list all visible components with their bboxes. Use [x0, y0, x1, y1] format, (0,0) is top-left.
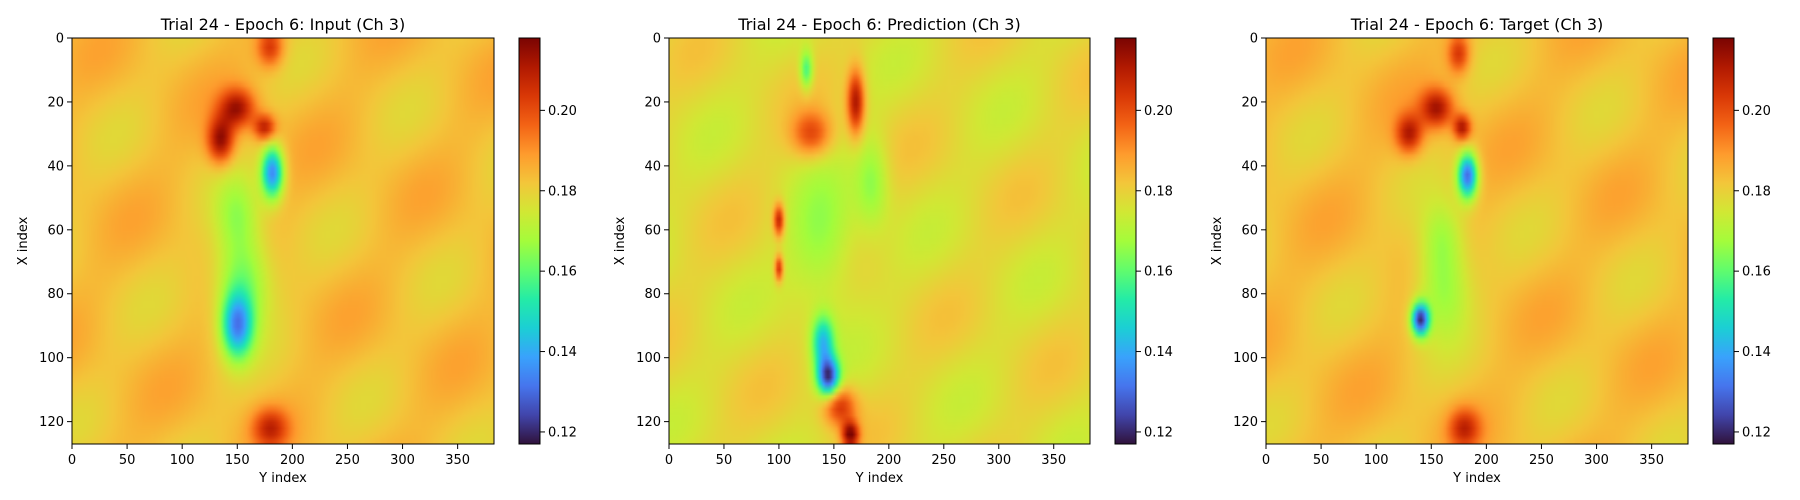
- plot-frame: [668, 37, 1091, 445]
- heatmap-panel-1: Trial 24 - Epoch 6: Input (Ch 3) 0 50 100 15…: [16, 15, 577, 486]
- colorbar-tick-label: 0.14: [1144, 345, 1173, 360]
- x-tick-label: 0: [1262, 453, 1270, 468]
- y-tick-label: 100: [636, 351, 661, 366]
- colorbar: 0.12 0.14 0.16 0.18 0.20: [1114, 37, 1173, 445]
- x-tick-label: 250: [931, 453, 956, 468]
- x-tick-label: 100: [1364, 453, 1389, 468]
- x-tick-label: 300: [986, 453, 1011, 468]
- y-tick-label: 120: [1233, 415, 1258, 430]
- y-tick-label: 120: [39, 415, 64, 430]
- x-tick-label: 300: [390, 453, 415, 468]
- colorbar-tick-label: 0.20: [548, 104, 577, 119]
- x-axis-label: Y index: [855, 471, 904, 486]
- x-tick-label: 300: [1584, 453, 1609, 468]
- x-axis-label: Y index: [258, 471, 307, 486]
- colorbar: 0.12 0.14 0.16 0.18 0.20: [1712, 37, 1771, 445]
- x-tick-label: 150: [225, 453, 250, 468]
- colorbar-tick-label: 0.12: [1742, 425, 1771, 440]
- x-tick-label: 200: [280, 453, 305, 468]
- colorbar-tick-label: 0.14: [548, 345, 577, 360]
- y-tick-label: 80: [47, 287, 64, 302]
- y-tick-label: 100: [39, 351, 64, 366]
- chart-title: Trial 24 - Epoch 6: Prediction (Ch 3): [737, 15, 1020, 34]
- colorbar-frame: [1712, 37, 1735, 445]
- y-tick-label: 20: [47, 95, 64, 110]
- x-tick-label: 100: [767, 453, 792, 468]
- x-tick-label: 350: [1639, 453, 1664, 468]
- x-tick-label: 200: [876, 453, 901, 468]
- y-tick-label: 20: [644, 95, 661, 110]
- colorbar-frame: [518, 37, 541, 445]
- colorbar-gradient: [1115, 38, 1136, 444]
- y-tick-label: 20: [1241, 95, 1258, 110]
- colorbar-tick-label: 0.16: [1742, 265, 1771, 280]
- y-tick-label: 40: [1241, 159, 1258, 174]
- x-tick-label: 0: [68, 453, 76, 468]
- x-tick-label: 100: [170, 453, 195, 468]
- y-axis-label: X index: [16, 216, 31, 265]
- x-tick-label: 250: [1529, 453, 1554, 468]
- x-tick-label: 350: [445, 453, 470, 468]
- colorbar-frame: [1114, 37, 1137, 445]
- y-axis-label: X index: [1210, 216, 1225, 265]
- colorbar-gradient: [519, 38, 540, 444]
- colorbar-tick-label: 0.12: [548, 425, 577, 440]
- y-tick-label: 60: [1241, 223, 1258, 238]
- colorbar-tick-label: 0.12: [1144, 425, 1173, 440]
- x-tick-label: 200: [1474, 453, 1499, 468]
- y-axis-label: X index: [613, 216, 628, 265]
- colorbar-tick-label: 0.20: [1742, 104, 1771, 119]
- colorbar-tick-label: 0.16: [1144, 265, 1173, 280]
- y-tick-label: 40: [644, 159, 661, 174]
- x-tick-label: 50: [119, 453, 136, 468]
- heatmap-panel-2: Trial 24 - Epoch 6: Prediction (Ch 3) 0 50…: [613, 15, 1173, 486]
- chart-title: Trial 24 - Epoch 6: Input (Ch 3): [160, 15, 405, 34]
- plot-frame: [71, 37, 495, 445]
- colorbar-tick-label: 0.18: [1742, 184, 1771, 199]
- plot-frame: [1265, 37, 1689, 445]
- y-tick-label: 0: [56, 32, 64, 47]
- y-tick-label: 80: [644, 287, 661, 302]
- x-tick-label: 150: [1419, 453, 1444, 468]
- colorbar-tick-label: 0.18: [1144, 184, 1173, 199]
- y-tick-label: 120: [636, 415, 661, 430]
- y-tick-label: 60: [644, 223, 661, 238]
- chart-title: Trial 24 - Epoch 6: Target (Ch 3): [1350, 15, 1603, 34]
- y-tick-label: 80: [1241, 287, 1258, 302]
- x-tick-label: 0: [665, 453, 673, 468]
- colorbar-tick-label: 0.18: [548, 184, 577, 199]
- x-tick-label: 50: [1313, 453, 1330, 468]
- colorbar-tick-label: 0.16: [548, 265, 577, 280]
- colorbar-gradient: [1713, 38, 1734, 444]
- colorbar-tick-label: 0.20: [1144, 104, 1173, 119]
- x-tick-label: 150: [821, 453, 846, 468]
- heatmap-panel-3: Trial 24 - Epoch 6: Target (Ch 3) 0 50 100 1…: [1210, 15, 1771, 486]
- heatmap-image: [1266, 38, 1688, 444]
- y-tick-label: 40: [47, 159, 64, 174]
- x-tick-label: 350: [1041, 453, 1066, 468]
- x-tick-label: 250: [335, 453, 360, 468]
- x-tick-label: 50: [716, 453, 733, 468]
- y-tick-label: 60: [47, 223, 64, 238]
- y-tick-label: 100: [1233, 351, 1258, 366]
- y-tick-label: 0: [653, 32, 661, 47]
- heatmap-image: [72, 38, 494, 444]
- colorbar-tick-label: 0.14: [1742, 345, 1771, 360]
- x-axis-label: Y index: [1452, 471, 1501, 486]
- heatmap-image: [669, 38, 1090, 444]
- y-tick-label: 0: [1250, 32, 1258, 47]
- colorbar: 0.12 0.14 0.16 0.18 0.20: [518, 37, 577, 445]
